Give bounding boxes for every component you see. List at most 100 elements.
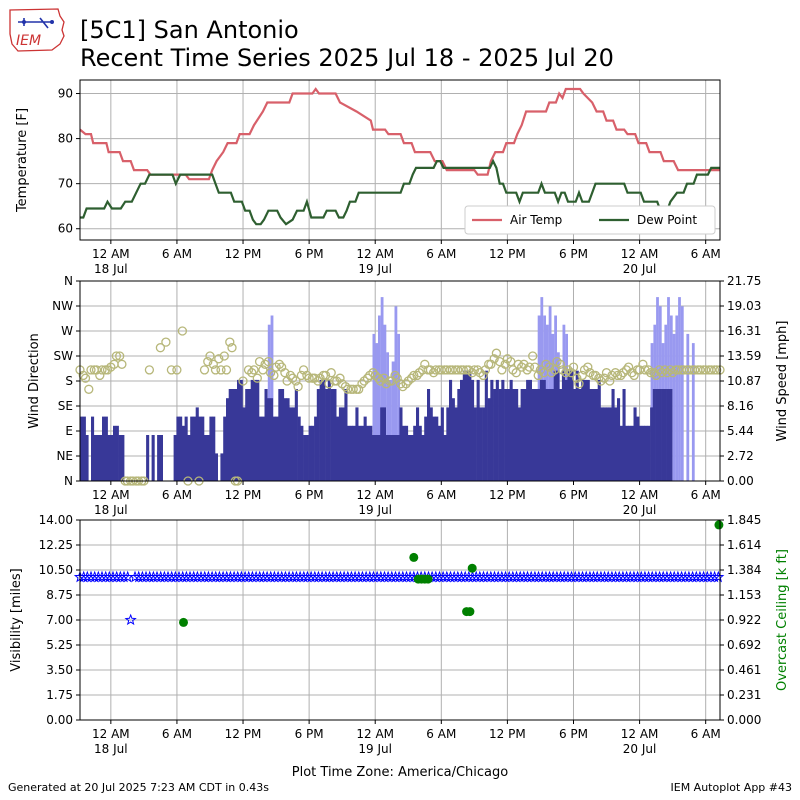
temp-ylabel: Temperature [F] — [15, 108, 30, 213]
wind-dir-point — [199, 365, 210, 375]
wind-dir-point — [695, 365, 705, 375]
legend-label: Dew Point — [637, 213, 697, 227]
wind-dir-point — [406, 373, 417, 383]
vis-ytick-label: 7.00 — [46, 613, 73, 627]
wind-speed-bar — [405, 425, 409, 481]
wind-speed-bar — [520, 389, 524, 481]
wind-speed-bar — [176, 416, 180, 481]
ceiling-point — [423, 574, 433, 584]
wind-dir-point — [373, 373, 384, 383]
wind-dir-point — [469, 365, 480, 375]
vis-ytick-label: 14.00 — [39, 513, 73, 527]
wind-dir-point — [84, 384, 94, 394]
wind-xtick-label: 12 AM — [621, 488, 659, 502]
temp-ytick-label: 90 — [58, 87, 73, 101]
wind-dir-point — [555, 359, 565, 369]
wind-speed-bar — [559, 389, 563, 481]
wind-speed-bar — [82, 416, 86, 481]
wind-speed-bar — [173, 435, 177, 481]
wind-speed-bar — [465, 370, 469, 481]
wind-speed-bar — [380, 407, 384, 481]
wind-dir-point — [616, 370, 626, 381]
temp-xtick-date: 19 Jul — [358, 262, 392, 276]
wind-speed-bar — [358, 425, 362, 481]
wind-speed-bar — [652, 389, 656, 481]
wind-speed-bar — [256, 379, 260, 481]
wind-speed-bar — [349, 425, 353, 481]
wind-gust-bar — [691, 343, 695, 481]
vis-y2tick-label: 0.461 — [727, 663, 761, 677]
wind-speed-bar — [611, 389, 615, 481]
wind-ytick-label: SW — [54, 349, 74, 363]
wind-xtick-label: 6 PM — [295, 488, 324, 502]
wind-speed-bar — [476, 379, 480, 481]
wind-dir-point — [390, 370, 400, 381]
wind-dir-point — [161, 337, 171, 347]
wind-y2tick-label: 0.00 — [727, 474, 754, 488]
wind-dir-point — [524, 362, 535, 372]
wind-speed-bar — [504, 389, 508, 481]
wind-speed-bar — [416, 407, 420, 481]
wind-y2tick-label: 5.44 — [727, 424, 754, 438]
vis-ytick-label: 3.50 — [46, 663, 73, 677]
temp-xtick-label: 6 AM — [691, 247, 721, 261]
temp-xtick-label: 6 PM — [295, 247, 324, 261]
wind-dir-point — [583, 362, 593, 372]
wind-dir-point — [95, 370, 105, 381]
wind-speed-bar — [206, 435, 210, 481]
wind-dir-point — [601, 368, 612, 378]
vis-y2tick-label: 0.231 — [727, 688, 761, 702]
temp-xtick-label: 12 PM — [225, 247, 262, 261]
wind-speed-bar — [314, 416, 318, 481]
wind-speed-bar — [619, 425, 623, 481]
wind-dir-point — [368, 368, 378, 378]
wind-speed-bar — [484, 370, 488, 481]
wind-speed-bar — [300, 425, 304, 481]
wind-dir-point — [320, 370, 331, 381]
wind-speed-bar — [261, 416, 265, 481]
vis-xtick-date: 19 Jul — [358, 742, 392, 756]
wind-speed-bar — [228, 389, 232, 481]
wind-dir-point — [177, 326, 188, 336]
chart-title: [5C1] San Antonio Recent Time Series 202… — [80, 16, 614, 72]
wind-dir-point — [701, 365, 711, 375]
wind-speed-bar — [245, 389, 249, 481]
wind-speed-bar — [438, 425, 442, 481]
wind-dir-point — [249, 365, 259, 375]
wind-speed-bar — [237, 379, 241, 481]
wind-y2tick-label: 13.59 — [727, 349, 761, 363]
wind-speed-bar — [99, 435, 103, 481]
wind-speed-bar — [352, 425, 356, 481]
wind-gust-bar — [375, 343, 378, 481]
wind-dir-point — [401, 379, 411, 389]
wind-xtick-label: 6 AM — [162, 488, 192, 502]
wind-speed-bar — [449, 379, 453, 481]
wind-dir-point — [458, 365, 468, 375]
wind-speed-bar — [490, 379, 494, 481]
wind-speed-bar — [482, 407, 486, 481]
wind-gust-bar — [672, 333, 676, 481]
wind-dir-point — [166, 365, 177, 375]
wind-speed-bar — [435, 416, 439, 481]
vis-ytick-label: 12.25 — [39, 538, 73, 552]
wind-dir-point — [442, 365, 452, 375]
wind-speed-bar — [407, 435, 411, 481]
vis-xtick-label: 6 PM — [559, 727, 588, 741]
wind-dir-point — [221, 365, 232, 375]
wind-dir-point — [566, 368, 576, 378]
wind-speed-bar — [344, 389, 348, 481]
wind-speed-bar — [399, 407, 403, 481]
wind-dir-point — [638, 359, 648, 369]
wind-y2tick-label: 19.03 — [727, 299, 761, 313]
wind-dir-point — [227, 343, 237, 353]
wind-xtick-date: 18 Jul — [94, 503, 128, 517]
vis-xtick-label: 6 AM — [691, 727, 721, 741]
wind-dir-point — [208, 359, 218, 369]
wind-speed-bar — [655, 389, 659, 481]
wind-dir-point — [706, 365, 716, 375]
wind-xtick-label: 6 AM — [691, 488, 721, 502]
legend-label: Air Temp — [510, 213, 562, 227]
wind-speed-bar — [115, 425, 119, 481]
wind-dir-point — [568, 362, 579, 372]
wind-dir-point — [210, 365, 221, 375]
